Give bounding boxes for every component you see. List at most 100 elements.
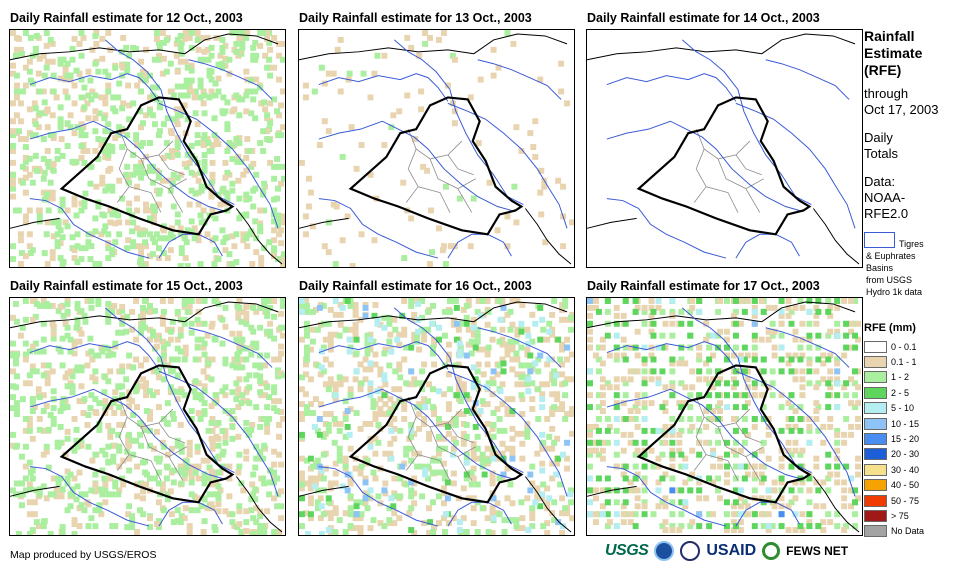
province-boundary <box>116 186 130 203</box>
rainfall-cell <box>595 368 602 375</box>
rainfall-cell <box>195 410 202 417</box>
rainfall-cell <box>236 463 243 470</box>
rainfall-cell <box>159 338 166 345</box>
rainfall-cell <box>797 344 804 351</box>
rainfall-cell <box>662 519 669 526</box>
rainfall-cell <box>678 487 685 494</box>
rainfall-cell <box>208 403 215 410</box>
rainfall-cell <box>32 340 39 347</box>
rainfall-cell <box>49 368 56 375</box>
rainfall-cell <box>534 490 541 497</box>
rainfall-cell <box>825 463 832 470</box>
rainfall-cell <box>497 388 504 395</box>
rainfall-cell <box>592 304 599 311</box>
rainfall-cell <box>827 384 834 391</box>
rainfall-cell <box>353 503 360 510</box>
rainfall-cell <box>730 503 737 510</box>
rainfall-cell <box>460 381 467 388</box>
rainfall-cell <box>408 302 415 309</box>
rainfall-cell <box>662 503 669 510</box>
rainfall-cell <box>64 120 71 127</box>
rainfall-cell <box>765 304 772 311</box>
rainfall-cell <box>372 450 379 457</box>
rainfall-cell <box>778 332 785 339</box>
rainfall-cell <box>133 45 140 52</box>
province-boundary <box>735 422 762 444</box>
rainfall-cell <box>29 132 36 139</box>
rainfall-cell <box>463 529 470 535</box>
rainfall-cell <box>58 493 65 500</box>
rainfall-cell <box>92 481 99 488</box>
rainfall-cell <box>494 500 501 507</box>
rainfall-cell <box>160 55 167 62</box>
rainfall-cell <box>457 392 464 399</box>
rainfall-cell <box>89 457 96 464</box>
rainfall-cell <box>50 396 57 403</box>
rainfall-cell <box>535 416 542 422</box>
rainfall-cell <box>29 396 36 403</box>
rainfall-cell <box>44 148 51 154</box>
rainfall-cell <box>10 159 16 166</box>
rainfall-cell <box>710 511 717 518</box>
rainfall-cell <box>150 213 157 220</box>
rainfall-cell <box>150 219 157 226</box>
rainfall-cell <box>387 450 394 457</box>
rainfall-cell <box>387 331 394 338</box>
panel-title-12: Daily Rainfall estimate for 12 Oct., 200… <box>10 11 243 25</box>
rainfall-cell <box>45 158 52 165</box>
rainfall-cell <box>81 159 88 166</box>
rainfall-cell <box>815 356 822 363</box>
rainfall-cell <box>271 163 278 170</box>
rainfall-cell <box>852 298 859 304</box>
rainfall-cell <box>375 493 382 500</box>
rainfall-cell <box>257 227 264 234</box>
rainfall-cell <box>799 368 806 375</box>
rainfall-cell <box>275 223 282 230</box>
legend-label: 15 - 20 <box>891 434 920 445</box>
rainfall-cell <box>569 351 574 358</box>
rainfall-cell <box>307 401 314 408</box>
rainfall-cell <box>430 529 437 535</box>
rainfall-cell <box>470 455 477 462</box>
rainfall-cell <box>302 231 309 238</box>
rainfall-cell <box>258 255 265 262</box>
rainfall-cell <box>112 220 119 227</box>
rainfall-cell <box>129 524 136 531</box>
rainfall-cell <box>57 124 64 131</box>
rainfall-cell <box>539 445 546 452</box>
rainfall-cell <box>50 167 57 174</box>
basin-outline <box>393 307 524 473</box>
legend-swatch <box>864 402 887 415</box>
rainfall-cell <box>153 187 160 194</box>
rainfall-cell <box>253 519 260 526</box>
rainfall-cell <box>233 40 240 47</box>
rainfall-cell <box>201 351 208 358</box>
rainfall-cell <box>682 360 689 367</box>
rainfall-cell <box>792 376 799 383</box>
rainfall-cell <box>26 427 33 434</box>
rainfall-cell <box>470 445 477 452</box>
rainfall-cell <box>514 331 521 338</box>
rainfall-cell <box>12 207 19 214</box>
rainfall-cell <box>160 443 167 450</box>
rainfall-cell <box>325 427 332 434</box>
rainfall-cell <box>205 427 212 434</box>
rainfall-cell <box>26 58 33 65</box>
rainfall-cell <box>364 505 371 512</box>
rainfall-cell <box>62 88 69 95</box>
rainfall-cell <box>49 189 56 196</box>
rainfall-cell <box>174 308 181 315</box>
rainfall-cell <box>264 35 271 42</box>
rainfall-cell <box>57 439 64 446</box>
rainfall-cell <box>243 448 250 455</box>
rainfall-cell <box>314 427 321 434</box>
rainfall-cell <box>138 124 145 131</box>
rainfall-cell <box>275 256 282 263</box>
rainfall-cell <box>322 381 329 388</box>
rainfall-cell <box>159 481 166 488</box>
rainfall-cell <box>669 356 676 363</box>
rainfall-cell <box>470 495 477 502</box>
rainfall-cell <box>678 511 685 518</box>
rainfall-cell <box>147 140 153 147</box>
rainfall-cell <box>125 237 132 244</box>
